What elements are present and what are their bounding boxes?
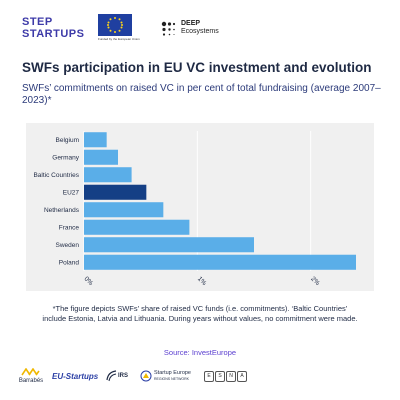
bar-sweden xyxy=(84,237,254,253)
esna-letter: E xyxy=(204,371,214,382)
startup-europe-title: Startup Europe xyxy=(154,370,191,376)
source-note: Source: InvestEurope xyxy=(163,348,237,357)
category-label: Sweden xyxy=(56,242,80,249)
barrabes-logo: Barrabés xyxy=(16,368,46,388)
category-label: Baltic Countries xyxy=(33,172,79,179)
step-startups-logo: STEP STARTUPS xyxy=(22,16,86,44)
startup-europe-logo: Startup Europe REGIONS NETWORK xyxy=(140,370,202,390)
eu-funding-logo: Funded by the European Union xyxy=(98,14,142,46)
bar-eu27 xyxy=(84,184,147,200)
deep-ecosystems-icon xyxy=(161,21,176,36)
bar-netherlands xyxy=(84,202,164,218)
irs-arc-icon xyxy=(106,370,117,382)
page-title: SWFs participation in EU VC investment a… xyxy=(22,60,372,75)
category-label: EU27 xyxy=(63,190,80,197)
category-label: Netherlands xyxy=(44,207,80,214)
esna-letter: N xyxy=(226,371,236,382)
deep-ecosystems-text: DEEP Ecosystems xyxy=(181,20,219,36)
irs-logo: IRS xyxy=(106,370,138,390)
eu-flag-icon xyxy=(98,14,132,36)
category-label: Germany xyxy=(52,155,79,162)
footnote: *The figure depicts SWFs’ share of raise… xyxy=(42,304,358,323)
bar-poland xyxy=(84,254,356,270)
category-label: Belgium xyxy=(56,137,79,144)
page-subtitle: SWFs’ commitments on raised VC in per ce… xyxy=(22,83,381,106)
bar-chart: Belgium Germany Baltic Countries EU27 Nether… xyxy=(33,131,356,287)
bar-belgium xyxy=(84,132,107,148)
x-tick-label: 1% xyxy=(196,275,208,287)
barrabes-text: Barrabés xyxy=(18,378,44,384)
eu-caption: Funded by the European Union xyxy=(98,37,140,41)
bar-france xyxy=(84,219,190,235)
esna-letter: A xyxy=(237,371,247,382)
deep-line2: Ecosystems xyxy=(181,28,219,35)
deep-ecosystems-logo: DEEP Ecosystems xyxy=(160,18,240,40)
step-startups-line1: STEP xyxy=(22,16,53,28)
category-label: France xyxy=(59,225,80,232)
eu-startups-logo: EU-Startups xyxy=(52,372,99,381)
irs-text: IRS xyxy=(118,373,129,379)
startup-europe-text: Startup Europe REGIONS NETWORK xyxy=(154,370,191,382)
x-tick-label: 0% xyxy=(83,275,95,287)
x-tick-label: 2% xyxy=(309,275,321,287)
bar-germany xyxy=(84,149,118,165)
bar-baltic-countries xyxy=(84,167,132,183)
startup-europe-icon xyxy=(140,370,152,382)
category-label: Poland xyxy=(59,260,80,267)
partner-logos: Barrabés EU-Startups IRS Startup Europe … xyxy=(0,362,400,394)
barrabes-mark-icon xyxy=(21,368,40,376)
chart-panel: Belgium Germany Baltic Countries EU27 Nether… xyxy=(26,123,374,291)
header-logos: STEP STARTUPS Funded by the European Uni… xyxy=(0,0,400,55)
startup-europe-subtitle: REGIONS NETWORK xyxy=(154,377,190,381)
step-startups-line2: STARTUPS xyxy=(22,28,85,40)
deep-line1: DEEP xyxy=(181,20,201,27)
esna-letter: S xyxy=(215,371,225,382)
